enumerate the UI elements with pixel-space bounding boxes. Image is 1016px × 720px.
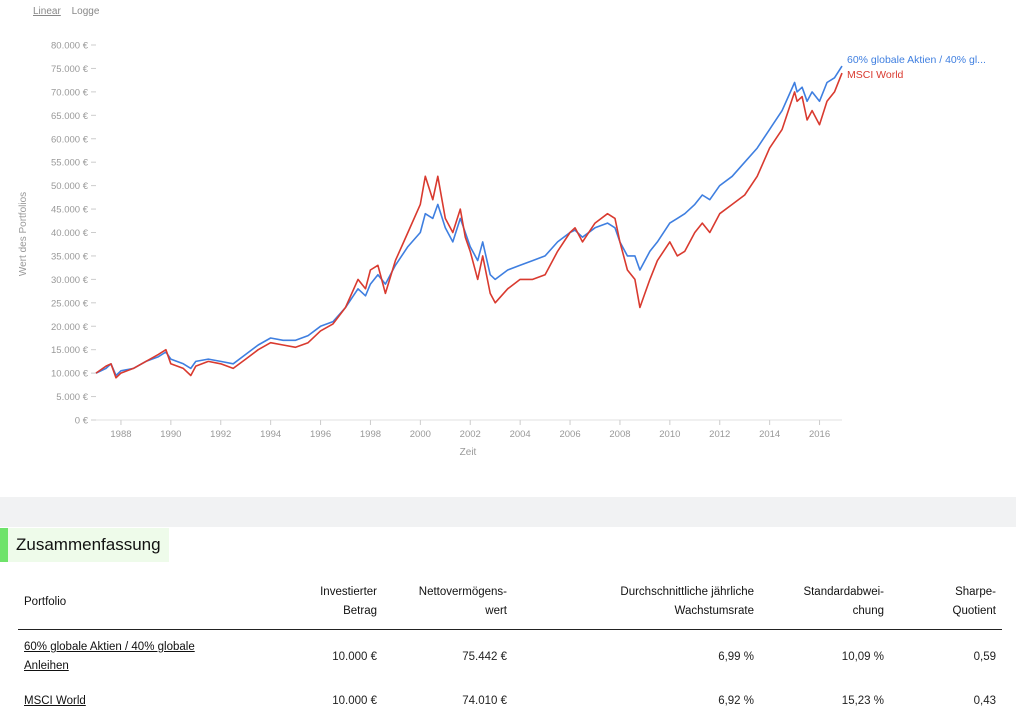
std-dev-cell: 10,09 % (841, 650, 884, 663)
table-row: MSCI World 10.000 € 74.010 € 6,92 % 15,2… (18, 684, 1002, 719)
legend-entry: 60% globale Aktien / 40% gl... (847, 54, 986, 66)
header-std-dev: Standardabwei-chung (760, 580, 890, 630)
cagr-cell: 6,92 % (718, 695, 754, 707)
summary-header-row: Portfolio Investierter Betrag Nettovermög… (18, 580, 1002, 630)
x-tick-label: 2000 (410, 429, 431, 440)
series-line-msci-world (95, 72, 843, 379)
x-tick-label: 2016 (809, 429, 830, 440)
y-tick-label: 75.000 € (51, 64, 89, 75)
series-layer: 60% globale Aktien / 40% gl... MSCI World (95, 54, 986, 379)
x-tick-label: 2012 (709, 429, 730, 440)
x-tick-label: 1994 (260, 429, 281, 440)
cagr-cell: 6,99 % (718, 650, 754, 663)
x-tick-label: 2004 (510, 429, 531, 440)
x-axis-label: Zeit (460, 447, 477, 458)
y-tick-label: 45.000 € (51, 205, 89, 216)
y-tick-label: 35.000 € (51, 251, 89, 262)
header-net-value: Nettovermögens-wert (383, 580, 513, 630)
header-portfolio: Portfolio (18, 580, 228, 630)
portfolio-link-msci-world[interactable]: MSCI World (24, 695, 86, 707)
y-tick-label: 10.000 € (51, 369, 89, 380)
x-tick-label: 1998 (360, 429, 381, 440)
x-tick-label: 1996 (310, 429, 331, 440)
summary-heading: Zusammenfassung (0, 528, 169, 562)
x-tick-label: 2010 (659, 429, 680, 440)
y-tick-label: 5.000 € (56, 392, 88, 403)
y-tick-label: 60.000 € (51, 134, 89, 145)
portfolio-line-chart: 0 € 5.000 € 10.000 € 15.000 € 20.000 € 25.000… (18, 41, 986, 459)
summary-table: Portfolio Investierter Betrag Nettovermög… (18, 580, 1002, 719)
x-tick-label: 2008 (609, 429, 630, 440)
sharpe-cell: 0,43 (973, 695, 996, 707)
y-axis-label: Wert des Portfolios (18, 192, 29, 276)
std-dev-cell: 15,23 % (841, 695, 884, 707)
header-invested: Investierter Betrag (228, 580, 383, 630)
summary-title-text: Zusammenfassung (16, 535, 161, 554)
x-tick-label: 1992 (210, 429, 231, 440)
section-separator (0, 497, 1016, 527)
y-tick-label: 55.000 € (51, 158, 89, 169)
scale-toggle: Linear Logge (33, 6, 107, 17)
scale-linear-button[interactable]: Linear (33, 6, 61, 17)
legend-entry: MSCI World (847, 69, 904, 81)
series-line-portfolio-60-40 (95, 65, 843, 377)
header-sharpe: Sharpe- Quotient (890, 580, 1002, 630)
y-tick-label: 15.000 € (51, 345, 89, 356)
y-tick-label: 50.000 € (51, 181, 89, 192)
x-tick-label: 1988 (110, 429, 131, 440)
y-tick-label: 80.000 € (51, 41, 89, 52)
table-row: 60% globale Aktien / 40% globale Anleihen… (18, 630, 1002, 685)
net-value-cell: 75.442 € (462, 650, 507, 663)
y-tick-label: 0 € (75, 416, 89, 427)
y-tick-label: 40.000 € (51, 228, 89, 239)
invested-cell: 10.000 € (332, 650, 377, 663)
y-tick-label: 65.000 € (51, 111, 89, 122)
x-axis: 1988 1990 1992 1994 1996 1998 2000 2002 2004 2006… (96, 419, 842, 440)
invested-cell: 10.000 € (332, 695, 377, 707)
x-tick-label: 2014 (759, 429, 780, 440)
y-tick-label: 70.000 € (51, 87, 89, 98)
portfolio-link-60-40[interactable]: 60% globale Aktien / 40% globale Anleihen (24, 641, 195, 672)
y-tick-label: 20.000 € (51, 322, 89, 333)
y-tick-label: 25.000 € (51, 298, 89, 309)
sharpe-cell: 0,59 (973, 650, 996, 663)
x-tick-label: 1990 (160, 429, 181, 440)
y-axis: 0 € 5.000 € 10.000 € 15.000 € 20.000 € 25.000… (51, 41, 96, 427)
y-tick-label: 30.000 € (51, 275, 89, 286)
x-tick-label: 2006 (559, 429, 580, 440)
net-value-cell: 74.010 € (462, 695, 507, 707)
scale-log-button[interactable]: Logge (71, 6, 100, 17)
header-cagr: Durchschnittliche jährliche Wachstumsrate (513, 580, 760, 630)
x-tick-label: 2002 (460, 429, 481, 440)
